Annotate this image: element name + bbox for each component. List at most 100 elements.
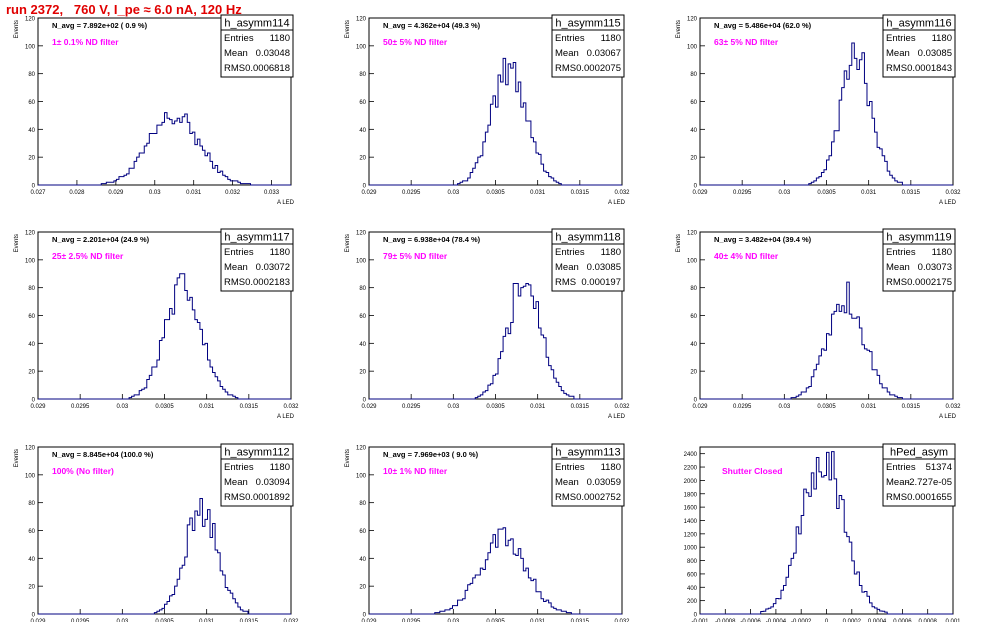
filter-note: 50± 5% ND filter — [383, 37, 448, 47]
y-axis-label: Events — [676, 234, 682, 252]
histogram-panel-h_asymm117: 0 20 40 60 80 100 120 0.029 0.0295 0.03 0.0305 0.03… — [14, 228, 299, 420]
x-tick-label: 0.031 — [186, 190, 202, 196]
stats-box — [882, 243, 956, 292]
stats-label: Mean — [555, 262, 579, 273]
y-tick-label: 40 — [28, 342, 35, 348]
x-tick-label: 0.0295 — [71, 404, 90, 410]
x-tick-label: 0.03 — [149, 190, 161, 196]
stats-value: 0.0001843 — [907, 63, 952, 74]
y-tick-label: 0 — [32, 184, 36, 190]
x-tick-label: 0.031 — [530, 404, 546, 410]
x-tick-label: 0.029 — [692, 404, 708, 410]
x-axis-label: A LED — [939, 200, 957, 206]
y-tick-label: 1800 — [684, 492, 698, 498]
x-tick-label: 0.03 — [116, 404, 128, 410]
y-tick-label: 0 — [32, 398, 36, 404]
x-tick-label: -0.0008 — [715, 619, 736, 622]
stats-value: 0.0001892 — [245, 492, 290, 503]
y-tick-label: 120 — [25, 446, 36, 452]
y-tick-label: 60 — [28, 100, 35, 106]
x-tick-label: 0.032 — [614, 190, 630, 196]
stats-label: Entries — [555, 462, 585, 473]
x-tick-label: 0.029 — [361, 404, 377, 410]
stats-value: 0.03048 — [256, 48, 290, 59]
x-tick-label: 0.032 — [945, 404, 961, 410]
stats-label: RMS — [224, 63, 245, 74]
x-axis-label: A LED — [608, 200, 626, 206]
histogram-name: h_asymm116 — [886, 18, 951, 30]
histogram-outline — [369, 527, 622, 615]
navg-label: N_avg = 3.482e+04 (39.4 %) — [714, 235, 812, 244]
stats-value: 0.03085 — [587, 262, 621, 273]
stats-label: RMS — [886, 277, 907, 288]
x-tick-label: 0.031 — [861, 190, 877, 196]
y-tick-label: 1400 — [684, 519, 698, 525]
histogram-panel-h_asymm118: 0 20 40 60 80 100 120 0.029 0.0295 0.03 0.0305 0.03… — [345, 228, 630, 420]
y-tick-label: 100 — [25, 44, 36, 50]
stats-label: Mean — [224, 477, 248, 488]
y-axis-label: Events — [345, 234, 351, 252]
y-tick-label: 60 — [359, 529, 366, 535]
x-tick-label: 0.032 — [283, 404, 299, 410]
x-tick-label: 0.0305 — [486, 619, 505, 622]
y-tick-label: 100 — [356, 44, 367, 50]
histogram-panel-h_asymm114: 0 20 40 60 80 100 120 0.027 0.028 0.029 0.03 0.031 0… — [14, 14, 295, 206]
histogram-outline — [369, 282, 622, 400]
x-tick-label: 0.0305 — [486, 190, 505, 196]
y-tick-label: 2000 — [684, 479, 698, 485]
stats-label: Mean — [886, 262, 910, 273]
y-tick-label: 80 — [690, 286, 697, 292]
x-tick-label: 0.0002 — [843, 619, 862, 622]
stats-label: RMS — [224, 492, 245, 503]
stats-value: 0.03072 — [256, 262, 290, 273]
x-tick-label: 0.032 — [614, 619, 630, 622]
x-tick-label: 0.0315 — [902, 404, 921, 410]
y-tick-label: 400 — [687, 586, 698, 592]
y-tick-label: 20 — [28, 370, 35, 376]
y-tick-label: 100 — [356, 258, 367, 264]
stats-label: Entries — [886, 33, 916, 44]
histogram-name: h_asymm118 — [555, 232, 620, 244]
x-tick-label: 0.028 — [69, 190, 85, 196]
navg-label: N_avg = 5.486e+04 (62.0 %) — [714, 21, 812, 30]
y-tick-label: 2200 — [684, 466, 698, 472]
stats-value: 0.03073 — [918, 262, 952, 273]
x-tick-label: 0.0004 — [868, 619, 887, 622]
stats-label: Mean — [555, 48, 579, 59]
navg-label: N_avg = 2.201e+04 (24.9 %) — [52, 235, 150, 244]
y-tick-label: 120 — [687, 17, 698, 23]
y-axis-label: Events — [14, 234, 20, 252]
y-tick-label: 60 — [28, 529, 35, 535]
x-tick-label: 0 — [825, 619, 829, 622]
filter-note: 1± 0.1% ND filter — [52, 37, 119, 47]
y-tick-label: 20 — [28, 156, 35, 162]
y-tick-label: 60 — [359, 100, 366, 106]
histogram-name: h_asymm112 — [224, 447, 289, 459]
y-tick-label: 80 — [359, 501, 366, 507]
navg-label: N_avg = 4.362e+04 (49.3 %) — [383, 21, 481, 30]
stats-value: 1180 — [270, 462, 290, 473]
histogram-panel-h_asymm112: 0 20 40 60 80 100 120 0.029 0.0295 0.03 0.0305 0.03… — [14, 443, 299, 622]
y-tick-label: 60 — [28, 314, 35, 320]
y-tick-label: 100 — [25, 473, 36, 479]
filter-note: 100% (No filter) — [52, 466, 114, 476]
stats-value: 0.000197 — [581, 277, 621, 288]
y-tick-label: 80 — [690, 72, 697, 78]
y-tick-label: 0 — [363, 184, 367, 190]
y-tick-label: 60 — [359, 314, 366, 320]
x-tick-label: 0.029 — [108, 190, 124, 196]
histogram-panel-h_asymm119: 0 20 40 60 80 100 120 0.029 0.0295 0.03 0.0305 0.03… — [676, 228, 961, 420]
stats-value: 1180 — [601, 247, 621, 258]
stats-value: 1180 — [601, 33, 621, 44]
y-tick-label: 60 — [690, 100, 697, 106]
x-tick-label: 0.0006 — [893, 619, 912, 622]
x-tick-label: 0.0305 — [486, 404, 505, 410]
stats-box — [882, 29, 956, 78]
x-tick-label: 0.033 — [264, 190, 280, 196]
histogram-name: h_asymm113 — [555, 447, 620, 459]
y-axis-label: Events — [14, 20, 20, 38]
y-tick-label: 120 — [25, 17, 36, 23]
stats-box — [220, 29, 294, 78]
x-tick-label: 0.029 — [361, 619, 377, 622]
